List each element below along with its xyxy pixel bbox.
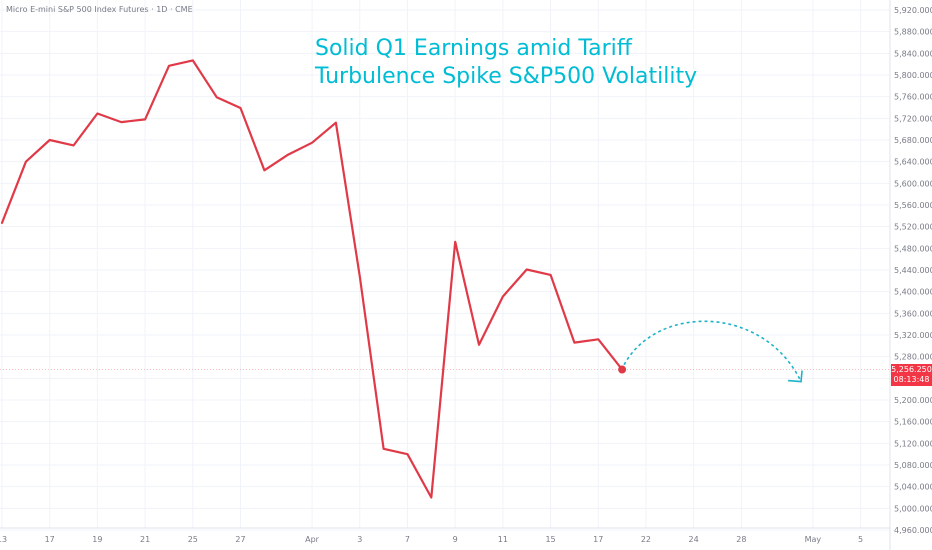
time-tick-label: May [805,535,822,544]
last-price-value: 5,256.250 [891,365,932,374]
headline-line-2: Turbulence Spike S&P500 Volatility [315,64,698,89]
price-tick-label: 5,320.000 [894,331,932,340]
time-tick-label: 17 [45,535,55,544]
last-price-tag: 5,256.250 08:13:48 [891,364,932,386]
price-tick-label: 5,040.000 [894,483,932,492]
price-tick-label: 5,280.000 [894,353,932,362]
time-tick-label: 3 [357,535,362,544]
price-tick-label: 5,560.000 [894,201,932,210]
price-tick-label: 5,120.000 [894,439,932,448]
price-tick-label: 5,800.000 [894,71,932,80]
time-tick-label: 21 [140,535,150,544]
price-tick-label: 5,760.000 [894,93,932,102]
price-tick-label: 5,160.000 [894,418,932,427]
projection-arrow [623,320,802,382]
time-tick-label: 27 [235,535,245,544]
price-line-series [0,59,624,499]
price-tick-label: 5,600.000 [894,179,932,188]
time-tick-label: 13 [0,535,7,544]
time-tick-label: 28 [736,535,746,544]
last-price-dot [618,365,627,374]
time-tick-label: 24 [689,535,699,544]
time-tick-label: 15 [545,535,555,544]
price-tick-label: 5,400.000 [894,288,932,297]
time-tick-label: 25 [188,535,198,544]
time-tick-label: Apr [305,535,320,544]
time-tick-label: 22 [641,535,651,544]
grid-lines [0,0,890,531]
time-tick-label: 17 [593,535,603,544]
projection-arrowhead [787,370,803,383]
time-axis[interactable]: 13 17 19 21 25 27 Apr 3 7 9 11 15 17 22 24 28 May 5 [0,535,863,544]
price-tick-label: 5,680.000 [894,136,932,145]
headline-line-1: Solid Q1 Earnings amid Tariff [315,36,632,61]
price-tick-label: 5,840.000 [894,49,932,58]
time-tick-label: 7 [405,535,410,544]
time-tick-label: 19 [92,535,102,544]
price-tick-label: 5,520.000 [894,223,932,232]
price-tick-label: 5,720.000 [894,114,932,123]
price-tick-label: 5,920.000 [894,6,932,15]
time-tick-label: 5 [858,535,863,544]
price-tick-label: 5,080.000 [894,461,932,470]
price-tick-label: 5,360.000 [894,309,932,318]
price-axis[interactable]: 4,960.000 5,000.000 5,040.000 5,080.000 5,12… [894,6,932,535]
price-tick-label: 5,440.000 [894,266,932,275]
price-tick-label: 5,200.000 [894,396,932,405]
chart-headline: Solid Q1 Earnings amid Tariff Turbulence… [315,35,697,91]
price-tick-label: 5,640.000 [894,158,932,167]
symbol-description: Micro E-mini S&P 500 Index Futures · 1D … [6,5,193,14]
time-tick-label: 9 [453,535,458,544]
price-tick-label: 4,960.000 [894,526,932,535]
bar-countdown: 08:13:48 [893,375,930,384]
price-tick-label: 5,880.000 [894,28,932,37]
time-tick-label: 11 [498,535,508,544]
price-tick-label: 5,480.000 [894,244,932,253]
price-tick-label: 5,000.000 [894,504,932,513]
